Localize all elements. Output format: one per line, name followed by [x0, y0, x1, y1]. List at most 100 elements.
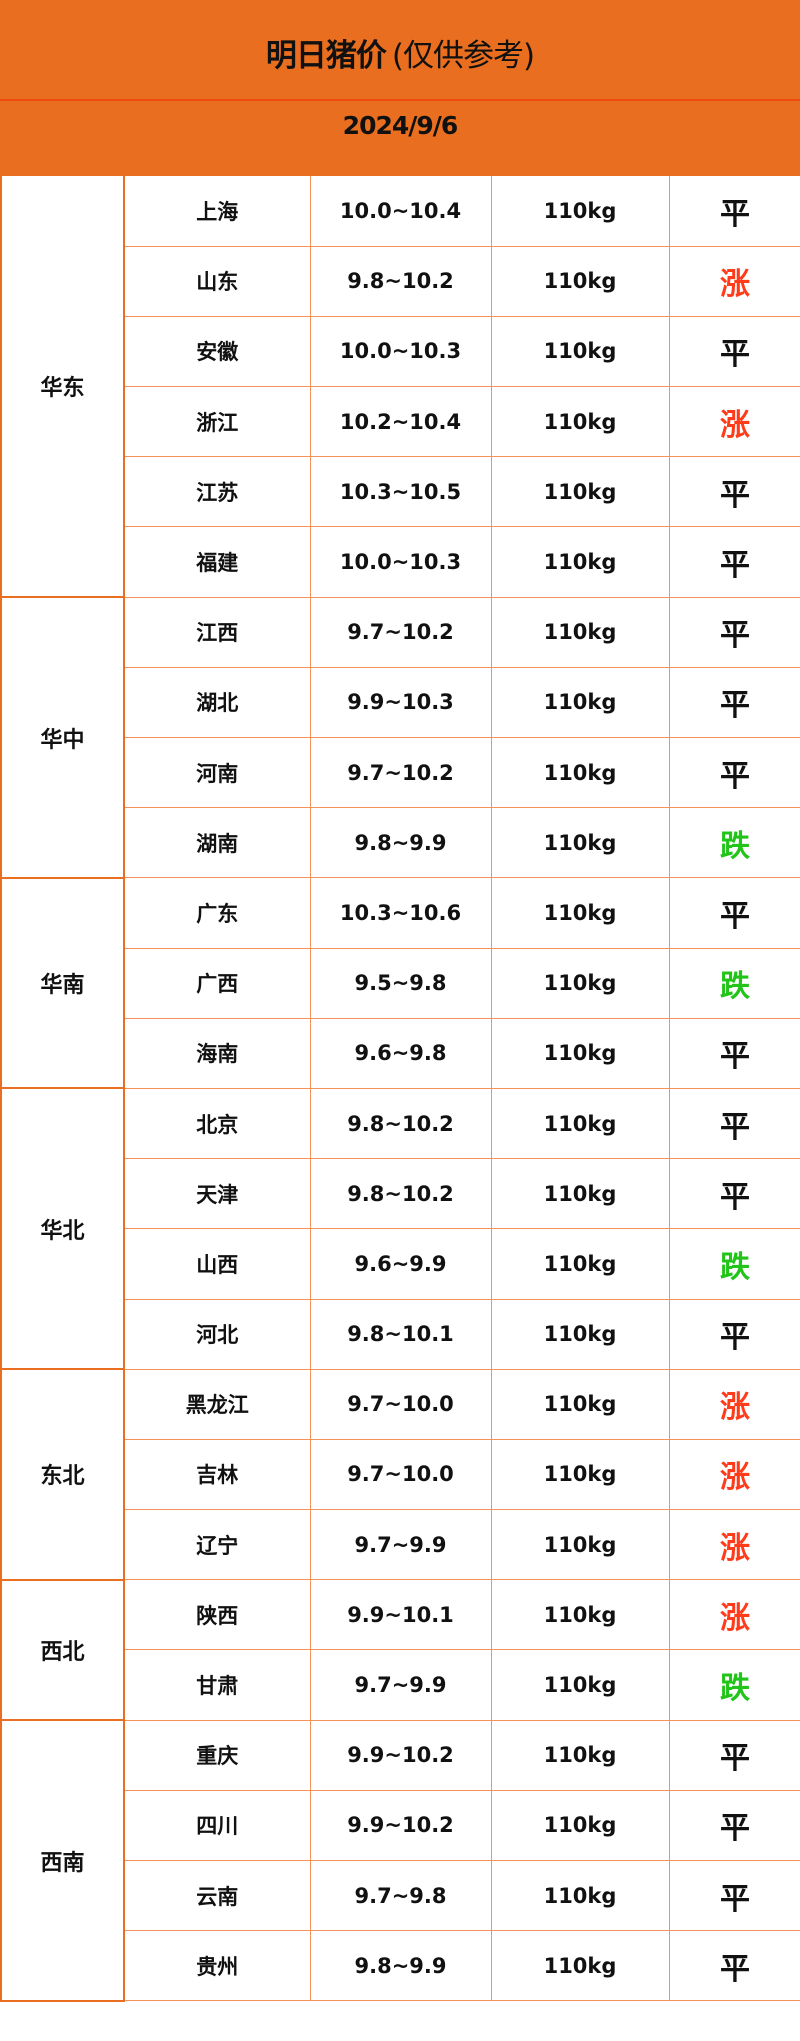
- weight-cell: 110kg: [490, 947, 670, 1019]
- province-cell: 山西: [123, 1228, 311, 1300]
- trend-cell: 平: [668, 666, 800, 739]
- date-row: 2024/9/6: [0, 101, 800, 176]
- province-cell: 安徽: [123, 315, 311, 388]
- province-cell: 吉林: [123, 1438, 311, 1511]
- price-cell: 9.9~10.1: [309, 1579, 492, 1651]
- weight-cell: 110kg: [490, 1298, 670, 1370]
- weight-cell: 110kg: [490, 1087, 670, 1160]
- trend-cell: 平: [668, 176, 800, 247]
- price-cell: 9.7~10.0: [309, 1368, 492, 1440]
- table-row: 贵州 9.8~9.9 110kg 平: [1, 1930, 800, 2002]
- trend-cell: 涨: [668, 1438, 800, 1511]
- weight-cell: 110kg: [490, 526, 670, 598]
- table-row: 西南 重庆 9.9~10.2 110kg 平: [0, 1719, 800, 2002]
- price-cell: 9.7~10.2: [309, 596, 492, 668]
- province-cell: 贵州: [123, 1930, 311, 2002]
- title-row: 明日猪价 (仅供参考): [0, 0, 800, 101]
- province-cell: 湖南: [123, 807, 311, 879]
- province-cell: 江西: [123, 596, 311, 668]
- price-cell: 10.3~10.5: [309, 456, 492, 528]
- trend-cell: 平: [668, 315, 800, 388]
- trend-cell: 跌: [668, 1649, 800, 1721]
- weight-cell: 110kg: [490, 1017, 670, 1089]
- table-row: 四川 9.9~10.2 110kg 平: [1, 1789, 800, 1862]
- price-cell: 9.8~10.2: [309, 1158, 492, 1230]
- table-row: 云南 9.7~9.8 110kg 平: [1, 1859, 800, 1932]
- table-row: 湖北 9.9~10.3 110kg 平: [1, 666, 800, 739]
- price-cell: 9.7~9.8: [309, 1859, 492, 1932]
- weight-cell: 110kg: [490, 1579, 670, 1651]
- price-cell: 9.5~9.8: [309, 947, 492, 1019]
- region-cell: 西南: [0, 1719, 125, 2002]
- weight-cell: 110kg: [490, 1228, 670, 1300]
- trend-cell: 跌: [668, 947, 800, 1019]
- trend-cell: 涨: [668, 1509, 800, 1581]
- table-row: 广西 9.5~9.8 110kg 跌: [1, 947, 800, 1019]
- region-cell: 华北: [0, 1087, 125, 1371]
- table-row: 山西 9.6~9.9 110kg 跌: [1, 1228, 800, 1300]
- price-cell: 9.8~10.2: [309, 1087, 492, 1160]
- price-cell: 9.7~10.0: [309, 1438, 492, 1511]
- region-cell: 东北: [0, 1368, 125, 1581]
- province-cell: 天津: [123, 1158, 311, 1230]
- weight-cell: 110kg: [490, 176, 670, 247]
- table-row: 辽宁 9.7~9.9 110kg 涨: [1, 1509, 800, 1581]
- province-cell: 甘肃: [123, 1649, 311, 1721]
- price-cell: 9.7~9.9: [309, 1509, 492, 1581]
- province-cell: 湖北: [123, 666, 311, 739]
- trend-cell: 平: [668, 1298, 800, 1370]
- province-cell: 上海: [123, 176, 311, 247]
- trend-cell: 涨: [668, 386, 800, 458]
- trend-cell: 平: [668, 1719, 800, 1791]
- trend-cell: 平: [668, 877, 800, 949]
- price-cell: 9.8~9.9: [309, 807, 492, 879]
- table-row: 吉林 9.7~10.0 110kg 涨: [1, 1438, 800, 1511]
- table-row: 湖南 9.8~9.9 110kg 跌: [1, 807, 800, 879]
- table-row: 福建 10.0~10.3 110kg 平: [1, 526, 800, 598]
- price-cell: 9.7~9.9: [309, 1649, 492, 1721]
- trend-cell: 平: [668, 1930, 800, 2002]
- weight-cell: 110kg: [490, 1930, 670, 2002]
- weight-cell: 110kg: [490, 1859, 670, 1932]
- weight-cell: 110kg: [490, 666, 670, 739]
- trend-cell: 平: [668, 1087, 800, 1160]
- table-row: 华中 江西 9.7~10.2 110kg 平: [0, 596, 800, 879]
- table-row: 东北 黑龙江 9.7~10.0 110kg 涨: [0, 1368, 800, 1581]
- weight-cell: 110kg: [490, 807, 670, 879]
- region-cell: 华东: [0, 176, 125, 599]
- weight-cell: 110kg: [490, 1509, 670, 1581]
- province-cell: 河北: [123, 1298, 311, 1370]
- price-cell: 9.6~9.9: [309, 1228, 492, 1300]
- province-cell: 辽宁: [123, 1509, 311, 1581]
- trend-cell: 平: [668, 1859, 800, 1932]
- trend-cell: 涨: [668, 1368, 800, 1440]
- price-cell: 9.6~9.8: [309, 1017, 492, 1089]
- price-cell: 9.8~10.1: [309, 1298, 492, 1370]
- weight-cell: 110kg: [490, 245, 670, 317]
- page-subtitle: (仅供参考): [391, 38, 535, 74]
- table-row: 河南 9.7~10.2 110kg 平: [1, 736, 800, 809]
- weight-cell: 110kg: [490, 1649, 670, 1721]
- price-cell: 9.8~9.9: [309, 1930, 492, 2002]
- trend-cell: 平: [668, 1017, 800, 1089]
- page-title: 明日猪价: [265, 38, 387, 74]
- weight-cell: 110kg: [490, 456, 670, 528]
- province-cell: 浙江: [123, 386, 311, 458]
- province-cell: 广西: [123, 947, 311, 1019]
- province-cell: 广东: [123, 877, 311, 949]
- weight-cell: 110kg: [490, 596, 670, 668]
- price-cell: 9.9~10.2: [309, 1789, 492, 1862]
- trend-cell: 平: [668, 456, 800, 528]
- trend-cell: 涨: [668, 1579, 800, 1651]
- region-cell: 华中: [0, 596, 125, 879]
- province-cell: 海南: [123, 1017, 311, 1089]
- region-cell: 华南: [0, 876, 125, 1090]
- table-row: 河北 9.8~10.1 110kg 平: [1, 1298, 800, 1370]
- trend-cell: 平: [668, 1158, 800, 1230]
- price-cell: 10.3~10.6: [309, 877, 492, 949]
- price-cell: 10.2~10.4: [309, 386, 492, 458]
- trend-cell: 平: [668, 736, 800, 809]
- province-cell: 江苏: [123, 456, 311, 528]
- table-row: 华北 北京 9.8~10.2 110kg 平: [0, 1087, 800, 1371]
- province-cell: 北京: [123, 1087, 311, 1160]
